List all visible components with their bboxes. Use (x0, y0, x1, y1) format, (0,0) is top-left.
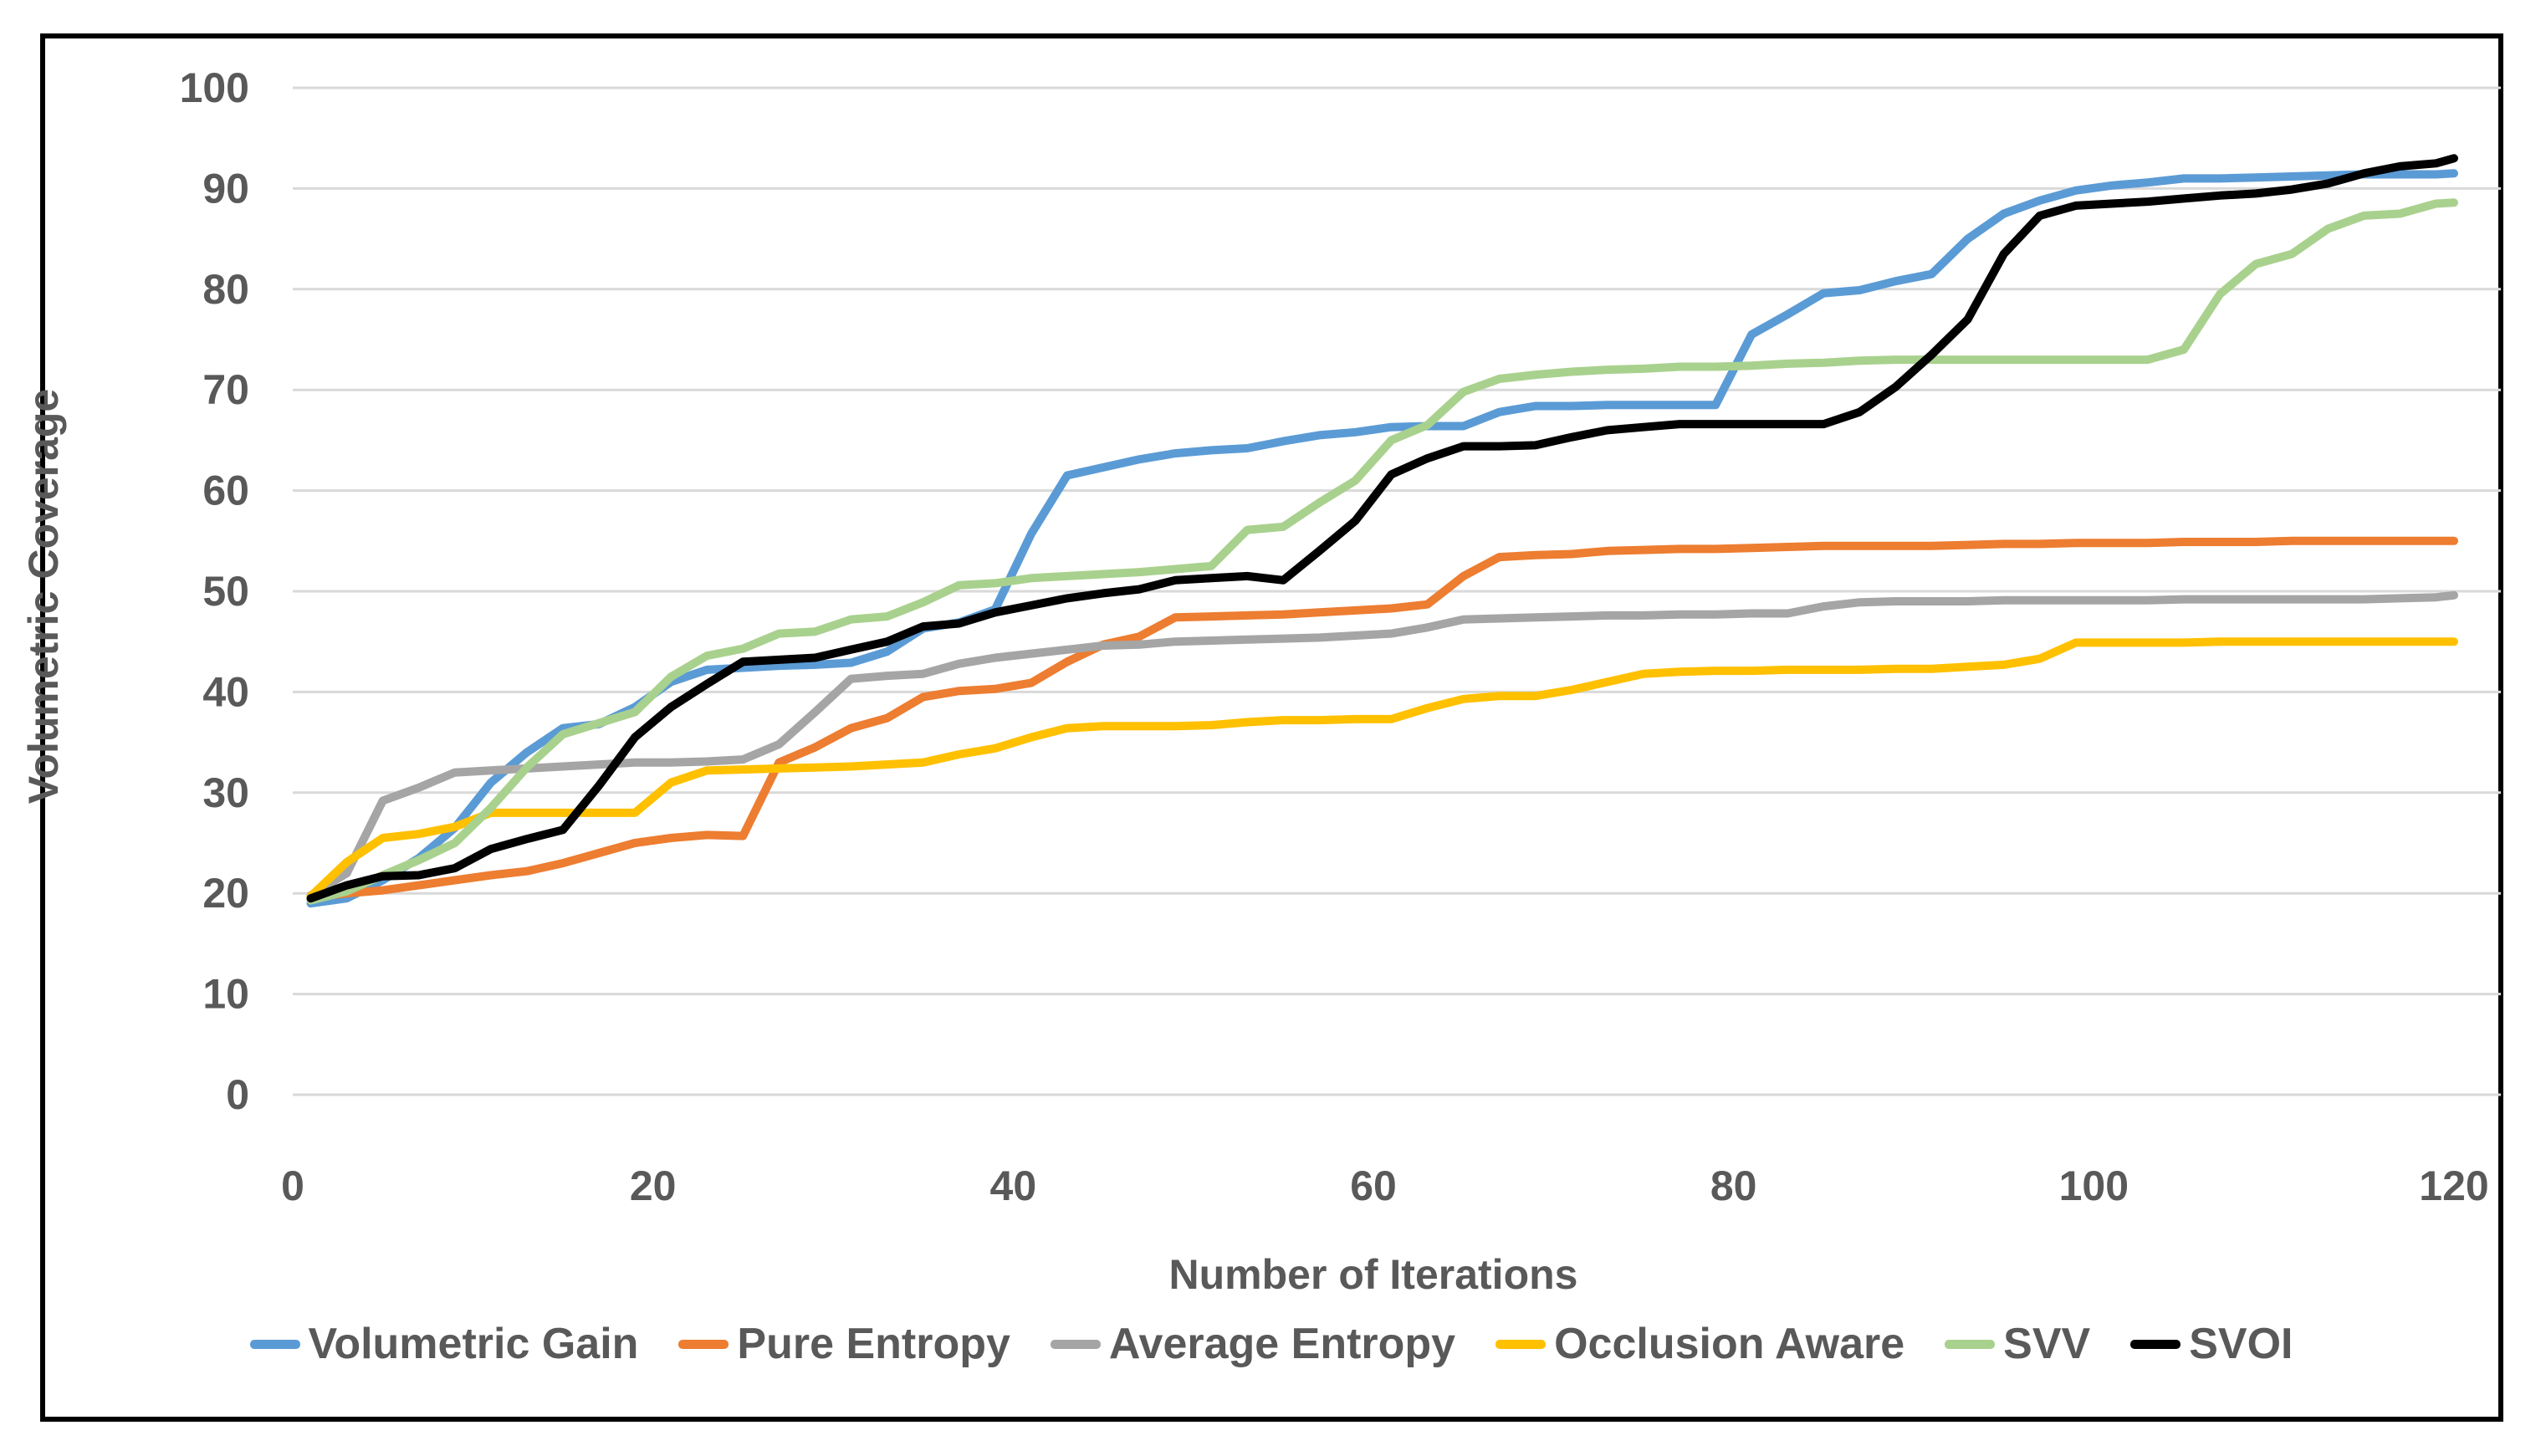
x-tick-label: 60 (1350, 1162, 1397, 1209)
legend-label: Volumetric Gain (308, 1320, 639, 1368)
series-line-average-entropy (306, 590, 2458, 900)
x-tick-label: 0 (281, 1162, 304, 1209)
x-axis-title: Number of Iterations (1168, 1251, 1578, 1298)
y-tick-label: 100 (180, 64, 249, 111)
legend-marker-icon (249, 1339, 300, 1349)
x-tick-label: 120 (2419, 1162, 2488, 1209)
y-tick-label: 60 (202, 467, 249, 514)
y-tick-label: 50 (202, 568, 249, 615)
y-tick-label: 30 (202, 769, 249, 816)
legend-marker-icon (1945, 1339, 1996, 1349)
legend-marker-icon (678, 1339, 729, 1349)
legend-label: Pure Entropy (737, 1320, 1010, 1368)
y-axis-title: Volumetric Coverage (20, 388, 67, 805)
series-line-occlusion-aware (306, 637, 2458, 901)
legend-marker-icon (2130, 1339, 2181, 1349)
series-line-svoi (306, 154, 2458, 903)
y-tick-label: 20 (202, 870, 249, 917)
y-tick-label: 90 (202, 165, 249, 212)
legend-item-svoi: SVOI (2130, 1319, 2293, 1369)
legend-label: SVV (2003, 1320, 2091, 1368)
legend-item-pure-entropy: Pure Entropy (678, 1319, 1010, 1369)
legend-label: Occlusion Aware (1554, 1320, 1905, 1368)
x-tick-label: 20 (630, 1162, 677, 1209)
legend-item-occlusion-aware: Occlusion Aware (1495, 1319, 1904, 1369)
y-tick-label: 10 (202, 971, 249, 1018)
legend-marker-icon (1050, 1339, 1101, 1349)
legend-item-average-entropy: Average Entropy (1050, 1319, 1456, 1369)
legend-item-volumetric-gain: Volumetric Gain (249, 1319, 639, 1369)
chart-legend: Volumetric Gain Pure Entropy Average Entro… (50, 1319, 2492, 1369)
series-line-pure-entropy (306, 536, 2458, 902)
y-tick-label: 70 (202, 366, 249, 413)
y-tick-label: 80 (202, 266, 249, 313)
legend-label: Average Entropy (1108, 1320, 1456, 1368)
y-tick-label: 40 (202, 668, 249, 715)
y-tick-label: 0 (226, 1071, 249, 1118)
x-tick-label: 100 (2059, 1162, 2129, 1209)
figure-border (40, 33, 2503, 1422)
x-tick-label: 80 (1710, 1162, 1757, 1209)
legend-marker-icon (1495, 1339, 1547, 1349)
legend-label: SVOI (2189, 1320, 2293, 1368)
legend-item-svv: SVV (1945, 1319, 2090, 1369)
series-line-svv (306, 198, 2458, 905)
x-tick-label: 40 (990, 1162, 1037, 1209)
